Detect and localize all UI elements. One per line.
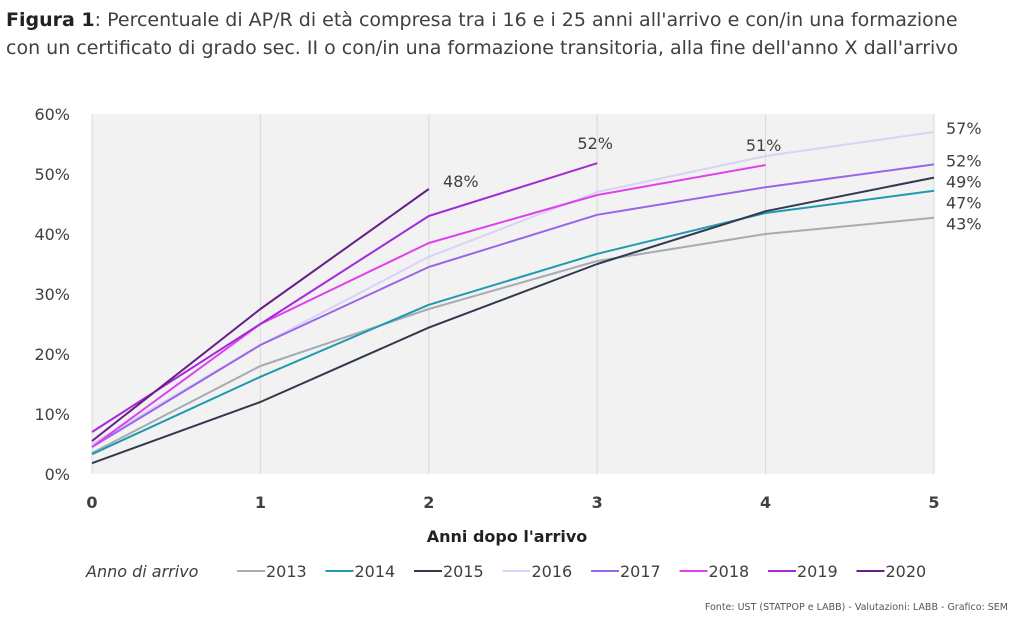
y-tick-label: 20% [34, 345, 70, 364]
series-line-2018 [91, 164, 766, 448]
series-line-2013 [91, 216, 935, 454]
data-label: 52% [577, 134, 613, 153]
legend-label-2015: 2015 [443, 562, 484, 581]
data-label: 57% [946, 119, 982, 138]
x-tick-label: 1 [255, 493, 266, 512]
series-line-2015 [91, 176, 935, 465]
legend-label-2018: 2018 [709, 562, 750, 581]
legend-label-2017: 2017 [620, 562, 661, 581]
figure-label: Figura 1 [6, 9, 95, 31]
legend-title: Anno di arrivo [85, 562, 199, 581]
y-tick-label: 30% [34, 285, 70, 304]
legend-label-2019: 2019 [797, 562, 838, 581]
series-line-2017 [91, 163, 935, 448]
data-label: 48% [443, 172, 479, 191]
y-tick-label: 40% [34, 225, 70, 244]
series-line-2014 [91, 189, 935, 456]
x-tick-label: 0 [86, 493, 97, 512]
chart-title: Figura 1: Percentuale di AP/R di età com… [6, 6, 1018, 62]
legend-label-2014: 2014 [355, 562, 396, 581]
legend-label-2020: 2020 [886, 562, 927, 581]
title-line-2: con un certificato di grado sec. II o co… [6, 37, 959, 59]
data-label: 52% [946, 151, 982, 170]
title-line-1: : Percentuale di AP/R di età compresa tr… [94, 9, 958, 31]
y-tick-label: 50% [34, 165, 70, 184]
y-tick-label: 10% [34, 405, 70, 424]
legend-label-2013: 2013 [266, 562, 307, 581]
x-axis-title: Anni dopo l'arrivo [427, 527, 588, 546]
series-line-2019 [91, 162, 598, 433]
y-tick-label: 0% [45, 465, 70, 484]
data-label: 47% [946, 193, 982, 212]
x-tick-label: 2 [423, 493, 434, 512]
legend-label-2016: 2016 [532, 562, 573, 581]
x-tick-label: 3 [592, 493, 603, 512]
y-tick-label: 60% [34, 105, 70, 124]
data-label: 49% [946, 172, 982, 191]
data-label: 51% [746, 136, 782, 155]
x-tick-label: 5 [928, 493, 939, 512]
x-tick-label: 4 [760, 493, 771, 512]
data-label: 43% [946, 214, 982, 233]
plot-area [92, 114, 934, 474]
series-line-2020 [91, 188, 430, 442]
source-note: Fonte: UST (STATPOP e LABB) - Valutazion… [704, 602, 1008, 613]
